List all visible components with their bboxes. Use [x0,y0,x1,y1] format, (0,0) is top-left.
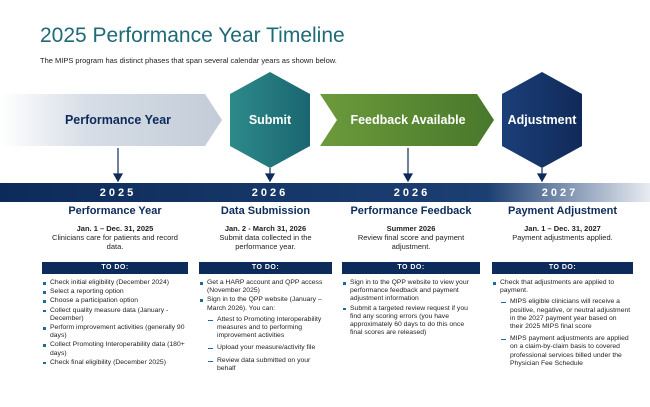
todo-item: Choose a participation option [42,297,186,305]
todo-bar: TO DO: [342,262,480,274]
year-bar [0,183,650,202]
phase-label: Adjustment [508,113,578,127]
column-header: Payment Adjustment Jan. 1 – Dec. 31, 2027… [490,205,635,242]
phase-dates: Summer 2026 [386,224,436,233]
todo-item: Get a HARP account and QPP access (Novem… [199,279,330,295]
year-label: 2025 [100,187,136,199]
todo-item: Sign in to the QPP website (January – Ma… [199,296,330,312]
todo-bar: TO DO: [199,262,332,274]
todo-subitem: Upload your measure/activity file [199,344,330,352]
phase-heading: Data Submission [220,205,311,217]
year-label: 2027 [542,187,578,199]
phase-dates: Jan. 1 – Dec. 31, 2025 [76,224,154,233]
phase-arrow [0,94,222,146]
todo-list: Sign in to the QPP website to view your … [342,279,478,338]
todo-bar: TO DO: [492,262,633,274]
todo-item: Perform improvement activities (generall… [42,324,186,340]
column-header: Performance Year Jan. 1 – Dec. 31, 2025 Cl… [40,205,190,251]
phase-hexagon [230,72,310,168]
todo-subitem: Attest to Promoting Interoperability mea… [199,316,330,341]
todo-item: Sign in to the QPP website to view your … [342,279,478,304]
phase-description: Payment adjustments applied. [512,233,613,242]
connector-arrows [112,148,548,183]
todo-list: Check initial eligibility (December 2024… [42,279,186,368]
todo-item: Check that adjustments are applied to pa… [492,279,631,295]
phase-arrow [320,94,494,146]
phase-heading: Payment Adjustment [507,205,617,217]
column-header: Performance Feedback Summer 2026 Review fi… [340,205,482,251]
todo-item: Check initial eligibility (December 2024… [42,279,186,287]
todo-item: Collect Promoting Interoperability data … [42,341,186,357]
todo-subitem: Review data submitted on your behalf [199,357,330,373]
phase-label: Feedback Available [350,113,465,127]
todo-subitem: MIPS eligible clinicians will receive a … [492,298,631,331]
phase-heading: Performance Year [68,205,162,217]
todo-item: Collect quality measure data (January - … [42,307,186,323]
phase-description: Clinicians care for patients and record … [52,233,178,251]
todo-item: Submit a targeted review request if you … [342,305,478,338]
todo-bar: TO DO: [42,262,188,274]
todo-item: Check final eligibility (December 2025) [42,359,186,367]
phase-description: Review final score and payment adjustmen… [357,233,465,251]
year-label: 2026 [394,187,430,199]
phase-heading: Performance Feedback [350,205,472,217]
phase-label: Submit [249,113,292,127]
todo-item: Select a reporting option [42,288,186,296]
phase-dates: Jan. 2 - March 31, 2026 [224,224,307,233]
column-header: Data Submission Jan. 2 - March 31, 2026 Su… [197,205,334,251]
phase-description: Submit data collected in the performance… [219,233,312,251]
phase-label: Performance Year [65,113,171,127]
title: 2025 Performance Year Timeline [40,24,345,47]
phase-dates: Jan. 1 – Dec. 31, 2027 [524,224,601,233]
todo-subitem: MIPS payment adjustments are applied on … [492,335,631,368]
phase-hexagon [502,72,582,168]
subtitle: The MIPS program has distinct phases tha… [40,56,337,65]
todo-list: Check that adjustments are applied to pa… [492,279,631,372]
year-label: 2026 [252,187,288,199]
todo-list: Get a HARP account and QPP access (Novem… [199,279,330,377]
